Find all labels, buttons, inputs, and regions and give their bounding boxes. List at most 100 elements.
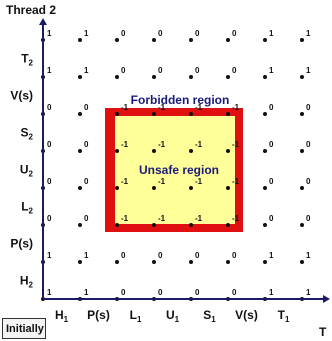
state-value: 0: [306, 103, 311, 112]
state-value: 0: [121, 251, 126, 260]
state-value: 1: [47, 66, 52, 75]
grid-point: [226, 149, 230, 153]
state-value: 0: [84, 140, 89, 149]
state-value: 0: [232, 29, 237, 38]
grid-point: [152, 149, 156, 153]
grid-point: [189, 223, 193, 227]
thread1-instruction-label: T1: [278, 308, 290, 324]
grid-point: [152, 186, 156, 190]
thread1-instruction-label: U1: [166, 308, 180, 324]
state-value: 1: [306, 288, 311, 297]
grid-point: [115, 260, 119, 264]
state-value: -1: [195, 103, 203, 112]
grid-point: [152, 112, 156, 116]
grid-point: [189, 112, 193, 116]
grid-point: [78, 223, 82, 227]
state-value: 1: [84, 288, 89, 297]
state-value: 0: [158, 66, 163, 75]
state-value: 1: [269, 288, 274, 297]
state-value: 0: [232, 288, 237, 297]
grid-point: [300, 223, 304, 227]
state-value: 0: [232, 66, 237, 75]
state-value: 0: [121, 288, 126, 297]
grid-point: [152, 223, 156, 227]
thread2-instruction-label: S2: [21, 126, 34, 142]
grid-point: [300, 186, 304, 190]
grid-point: [189, 186, 193, 190]
state-value: 0: [158, 29, 163, 38]
state-value: 0: [269, 140, 274, 149]
state-value: 0: [121, 66, 126, 75]
state-value: 1: [47, 29, 52, 38]
state-value: -1: [121, 177, 129, 186]
state-value: 1: [269, 251, 274, 260]
state-value: -1: [232, 214, 240, 223]
state-value: 1: [306, 66, 311, 75]
thread2-instruction-label: P(s): [10, 237, 33, 251]
state-value: -1: [158, 103, 166, 112]
state-value: -1: [232, 103, 240, 112]
state-value: 0: [84, 177, 89, 186]
grid-point: [226, 112, 230, 116]
state-value: 0: [195, 29, 200, 38]
state-value: 0: [47, 140, 52, 149]
grid-point: [226, 223, 230, 227]
state-value: 0: [195, 288, 200, 297]
grid-point: [263, 260, 267, 264]
state-value: -1: [158, 140, 166, 149]
state-value: 0: [47, 214, 52, 223]
unsafe-region: [115, 116, 235, 224]
y-axis-arrow: [39, 18, 47, 25]
grid-point: [152, 260, 156, 264]
thread1-instruction-label: S1: [203, 308, 216, 324]
state-value: -1: [121, 214, 129, 223]
state-value: 1: [47, 251, 52, 260]
grid-point: [78, 112, 82, 116]
state-value: 1: [84, 29, 89, 38]
grid-point: [78, 75, 82, 79]
state-value: 1: [84, 66, 89, 75]
thread1-instruction-label: P(s): [87, 308, 110, 322]
state-value: 0: [306, 214, 311, 223]
grid-point: [78, 260, 82, 264]
state-value: 1: [306, 251, 311, 260]
state-value: 0: [269, 214, 274, 223]
state-value: 1: [306, 29, 311, 38]
grid-point: [78, 38, 82, 42]
state-value: -1: [232, 177, 240, 186]
grid-point: [263, 75, 267, 79]
grid-point: [115, 149, 119, 153]
grid-point: [300, 75, 304, 79]
grid-point: [115, 223, 119, 227]
grid-point: [300, 112, 304, 116]
grid-point: [115, 75, 119, 79]
thread1-instruction-label: V(s): [235, 308, 258, 322]
state-value: 0: [47, 103, 52, 112]
state-value: 0: [84, 214, 89, 223]
thread2-instruction-label: U2: [20, 163, 34, 179]
grid-point: [189, 38, 193, 42]
grid-point: [300, 149, 304, 153]
state-value: 0: [84, 103, 89, 112]
grid-point: [189, 149, 193, 153]
forbidden-region-label: Forbidden region: [131, 93, 230, 107]
initially-label: Initially: [2, 318, 46, 339]
grid-point: [263, 38, 267, 42]
state-value: 1: [269, 66, 274, 75]
state-value: -1: [195, 140, 203, 149]
state-value: 0: [47, 177, 52, 186]
x-axis-arrow: [323, 295, 330, 303]
state-value: -1: [195, 214, 203, 223]
grid-point: [226, 38, 230, 42]
grid-point: [263, 149, 267, 153]
thread2-instruction-label: T2: [21, 52, 33, 68]
unsafe-region-label: Unsafe region: [139, 163, 219, 177]
grid-point: [300, 38, 304, 42]
grid-point: [152, 75, 156, 79]
state-value: 0: [195, 251, 200, 260]
grid-point: [226, 260, 230, 264]
state-value: -1: [121, 140, 129, 149]
thread2-instruction-label: H2: [20, 274, 34, 290]
state-value: 0: [269, 177, 274, 186]
state-value: 1: [47, 288, 52, 297]
